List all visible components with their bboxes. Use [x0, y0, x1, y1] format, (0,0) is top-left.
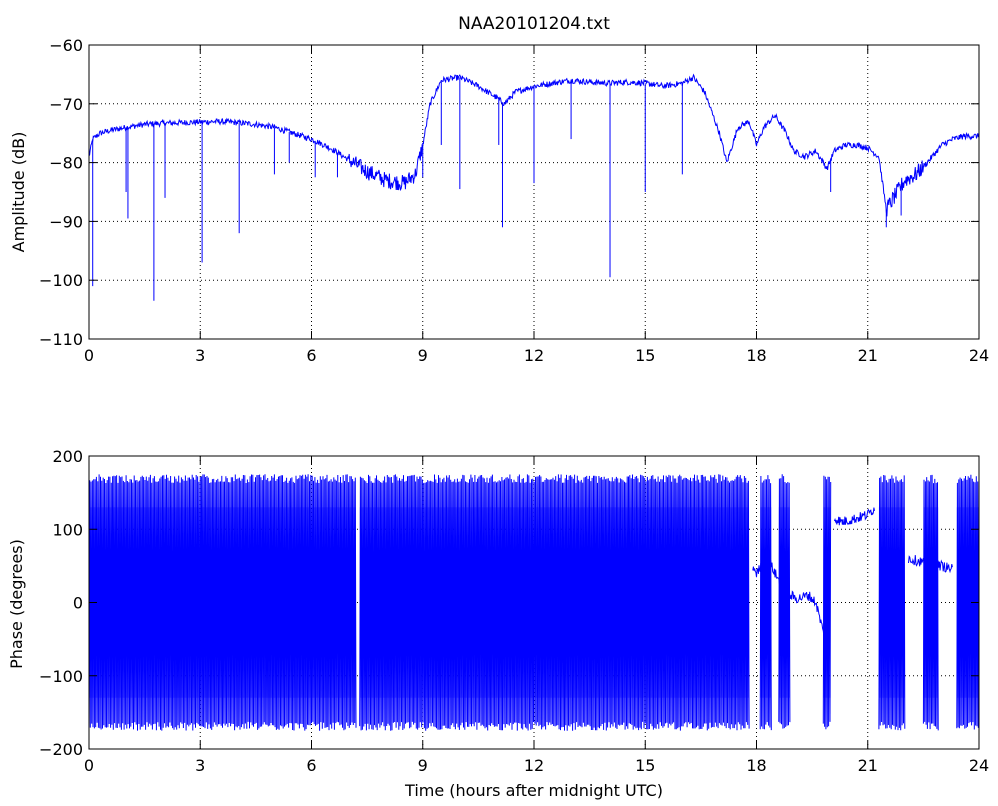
- phase-wrap-segment: [89, 474, 357, 731]
- x-axis-label: Time (hours after midnight UTC): [404, 781, 663, 800]
- x-tick-label: 24: [969, 756, 989, 775]
- y-tick-label: −90: [49, 212, 83, 231]
- data-layer: [89, 73, 979, 301]
- data-layer: [89, 474, 979, 731]
- phase-wrap-segment: [822, 475, 832, 730]
- y-tick-label: 200: [52, 447, 83, 466]
- y-tick-label: −80: [49, 154, 83, 173]
- phase-wrap-density: [956, 507, 979, 698]
- y-tick-label: −200: [39, 740, 83, 759]
- phase-wrap-density: [923, 507, 939, 698]
- x-tick-label: 12: [524, 346, 544, 365]
- y-tick-label: 100: [52, 520, 83, 539]
- x-tick-label: 15: [635, 756, 655, 775]
- x-tick-label: 6: [306, 346, 316, 365]
- x-tick-label: 15: [635, 346, 655, 365]
- phase-chart: Phase (degrees) Time (hours after midnig…: [7, 447, 989, 800]
- phase-wrap-density: [359, 507, 750, 698]
- phase-wrap-segment: [956, 474, 979, 730]
- y-tick-label: −100: [39, 271, 83, 290]
- y-axis-label: Phase (degrees): [7, 539, 26, 669]
- x-tick-label: 3: [195, 346, 205, 365]
- y-axis-label: Amplitude (dB): [9, 132, 28, 253]
- chart-title: NAA20101204.txt: [458, 14, 610, 34]
- x-tick-label: 9: [418, 756, 428, 775]
- x-tick-label: 18: [746, 756, 766, 775]
- x-tick-label: 21: [858, 346, 878, 365]
- y-tick-label: −60: [49, 36, 83, 55]
- phase-wrap-segment: [922, 474, 939, 731]
- amplitude-chart: NAA20101204.txt Amplitude (dB) 0 3 6 9 12 15 1…: [9, 14, 989, 365]
- x-tick-label: 18: [746, 346, 766, 365]
- x-tick-label: 9: [418, 346, 428, 365]
- phase-wrap-segment: [359, 474, 750, 731]
- phase-wrap-segment: [878, 474, 906, 731]
- phase-wrap-density: [878, 507, 905, 698]
- x-tick-label: 6: [306, 756, 316, 775]
- phase-stable-segment: [796, 591, 831, 653]
- phase-stable-segment: [908, 555, 953, 574]
- x-tick-label: 24: [969, 346, 989, 365]
- phase-wrap-density: [778, 507, 790, 698]
- y-tick-label: −70: [49, 95, 83, 114]
- x-tick-label: 0: [84, 756, 94, 775]
- y-tick-label: 0: [73, 594, 83, 613]
- y-tick-label: −110: [39, 330, 83, 349]
- y-tick-label: −100: [39, 667, 83, 686]
- phase-stable-segment: [752, 554, 798, 604]
- x-tick-label: 12: [524, 756, 544, 775]
- phase-wrap-density: [760, 507, 772, 698]
- x-tick-label: 21: [858, 756, 878, 775]
- phase-wrap-density: [823, 507, 831, 698]
- phase-stable-segment: [833, 507, 875, 526]
- phase-wrap-segment: [778, 474, 791, 729]
- x-tick-label: 0: [84, 346, 94, 365]
- phase-wrap-density: [89, 507, 356, 698]
- x-tick-label: 3: [195, 756, 205, 775]
